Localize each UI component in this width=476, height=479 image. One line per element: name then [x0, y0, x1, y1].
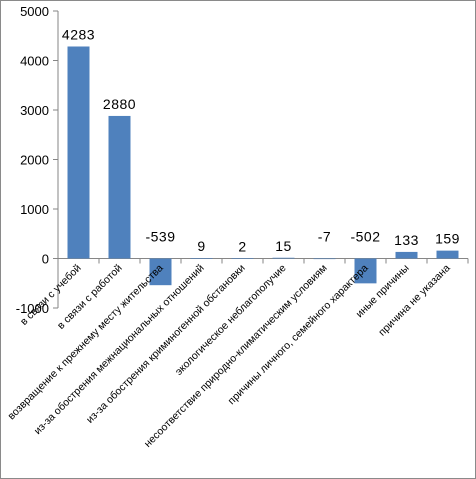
- y-tick-label: 1000: [20, 202, 49, 217]
- data-label: 2: [238, 238, 246, 254]
- data-label: 9: [197, 238, 205, 254]
- data-label: -7: [318, 229, 331, 245]
- bar: [313, 258, 336, 260]
- bar: [149, 258, 172, 286]
- bar: [436, 250, 459, 259]
- data-label: -502: [350, 229, 380, 245]
- data-label: 159: [435, 231, 460, 247]
- data-label: -539: [145, 229, 175, 245]
- category-label: причина не указана: [376, 262, 452, 338]
- y-tick-label: 2000: [20, 153, 49, 168]
- bar: [108, 115, 131, 259]
- bars: [67, 46, 459, 286]
- data-label: 4283: [62, 26, 95, 42]
- bar: [190, 258, 213, 259]
- bar: [231, 258, 254, 260]
- y-tick-label: -1000: [16, 301, 49, 316]
- data-label: 2880: [103, 96, 136, 112]
- y-tick-label: 4000: [20, 54, 49, 69]
- bar: [395, 251, 418, 259]
- data-labels: 4283 2880 -539 9 2 15 -7 -502 133 159: [62, 26, 460, 254]
- category-label: возвращение к прежнему месту жительства: [6, 262, 166, 422]
- y-tick-label: 0: [42, 252, 49, 267]
- y-tick-label: 5000: [20, 4, 49, 19]
- data-label: 15: [275, 238, 292, 254]
- bar: [354, 258, 377, 284]
- y-tick-label: 3000: [20, 103, 49, 118]
- data-label: 133: [394, 232, 419, 248]
- bar: [67, 46, 90, 259]
- bar: [272, 257, 295, 259]
